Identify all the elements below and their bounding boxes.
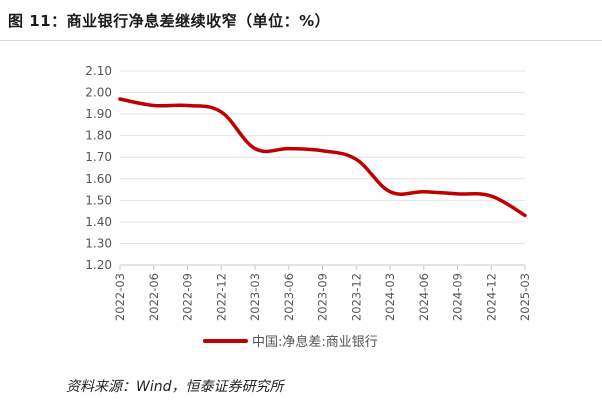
y-tick-label: 1.90 xyxy=(85,107,112,121)
y-tick-label: 1.30 xyxy=(85,236,112,250)
x-tick-label: 2024-03 xyxy=(383,273,397,321)
source-note: 资料来源：Wind，恒泰证券研究所 xyxy=(66,379,284,395)
x-tick-label: 2022-06 xyxy=(147,273,161,321)
x-tick-label: 2024-06 xyxy=(417,273,431,321)
y-tick-label: 2.00 xyxy=(85,86,112,100)
x-tick-label: 2022-12 xyxy=(214,273,228,321)
y-tick-label: 2.10 xyxy=(85,64,112,78)
x-tick-label: 2022-03 xyxy=(113,273,127,321)
y-tick-label: 1.40 xyxy=(85,215,112,229)
y-tick-label: 1.80 xyxy=(85,129,112,143)
figure-title: 图 11：商业银行净息差继续收窄（单位：%） xyxy=(8,12,331,30)
x-axis: 2022-03 2022-06 2022-09 2022-12 2023-03 2023-… xyxy=(113,264,532,321)
y-tick-label: 1.70 xyxy=(85,150,112,164)
x-tick-label: 2025-03 xyxy=(518,273,532,321)
x-tick-label: 2024-12 xyxy=(484,273,498,321)
x-tick-label: 2023-12 xyxy=(349,273,363,321)
x-tick-label: 2023-06 xyxy=(282,273,296,321)
grid-lines xyxy=(120,70,525,266)
legend-label: 中国:净息差:商业银行 xyxy=(252,334,378,350)
x-tick-label: 2023-09 xyxy=(316,273,330,321)
line-chart: 2.10 2.00 1.90 1.80 1.70 1.60 1.50 1.40 1.30 1.20… xyxy=(85,64,532,350)
x-tick-label: 2023-03 xyxy=(248,273,262,321)
title-divider xyxy=(0,40,602,41)
series-line xyxy=(118,97,527,218)
legend: 中国:净息差:商业银行 xyxy=(203,334,378,350)
y-tick-label: 1.60 xyxy=(85,172,112,186)
series-layer xyxy=(118,97,527,218)
y-tick-label: 1.20 xyxy=(85,258,112,272)
y-tick-label: 1.50 xyxy=(85,193,112,207)
y-axis: 2.10 2.00 1.90 1.80 1.70 1.60 1.50 1.40 1.30 1.20 xyxy=(85,64,112,272)
x-tick-label: 2022-09 xyxy=(181,273,195,321)
x-tick-label: 2024-09 xyxy=(451,273,465,321)
